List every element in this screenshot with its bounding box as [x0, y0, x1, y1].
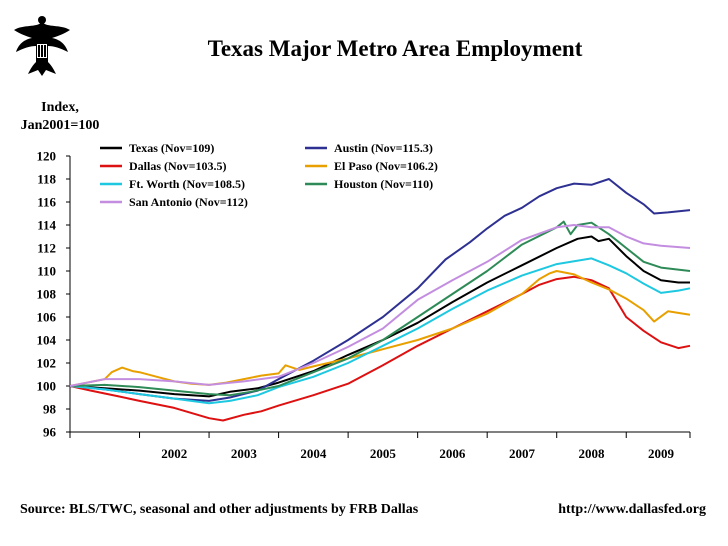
legend-label: Ft. Worth (Nov=108.5): [129, 177, 245, 191]
series-line: [69, 224, 691, 387]
series-line: [69, 235, 690, 398]
y-tick-label: 96: [43, 425, 57, 440]
y-axis-label-line1: Index,: [41, 100, 79, 115]
x-tick-label: 2008: [578, 446, 605, 461]
x-tick-label: 2002: [161, 446, 187, 461]
chart-legend: Texas (Nov=109) Austin (Nov=115.3) Dallas …: [100, 141, 438, 209]
y-tick-label: 108: [37, 287, 57, 302]
chart-title: Texas Major Metro Area Employment: [207, 36, 583, 61]
legend-label: Dallas (Nov=103.5): [129, 159, 227, 173]
series-line: [69, 257, 691, 405]
x-tick-label: 2009: [648, 446, 675, 461]
series-line: [69, 270, 691, 387]
legend-label: Austin (Nov=115.3): [334, 141, 433, 155]
eagle-seal-icon: [14, 16, 70, 76]
series-line: [69, 220, 691, 397]
x-tick-label: 2005: [370, 446, 397, 461]
y-tick-label: 98: [43, 402, 57, 417]
y-tick-label: 114: [37, 218, 56, 233]
series-line: [69, 275, 691, 422]
legend-label: Houston (Nov=110): [334, 177, 433, 191]
x-tick-label: 2003: [231, 446, 258, 461]
y-tick-label: 120: [37, 149, 57, 164]
y-tick-label: 118: [37, 172, 56, 187]
y-axis-label-line2: Jan2001=100: [20, 118, 100, 133]
series-line: [69, 178, 691, 402]
federal-reserve-eagle-seal: [14, 16, 70, 76]
legend-label: El Paso (Nov=106.2): [334, 159, 438, 173]
source-url: http://www.dallasfed.org: [558, 502, 706, 517]
source-note: Source: BLS/TWC, seasonal and other adju…: [20, 502, 419, 517]
y-tick-label: 106: [37, 310, 57, 325]
x-tick-label: 2004: [300, 446, 327, 461]
y-tick-label: 104: [37, 333, 57, 348]
y-tick-label: 110: [37, 264, 56, 279]
y-tick-label: 112: [37, 241, 56, 256]
x-tick-label: 2007: [509, 446, 536, 461]
legend-label: Texas (Nov=109): [129, 141, 214, 155]
x-tick-label: 2006: [439, 446, 466, 461]
y-tick-label: 102: [37, 356, 57, 371]
y-tick-label: 116: [37, 195, 56, 210]
y-tick-label: 100: [37, 379, 57, 394]
legend-label: San Antonio (Nov=112): [129, 195, 248, 209]
y-axis-label: Index, Jan2001=100: [18, 99, 102, 135]
chart-lines: [69, 178, 691, 422]
